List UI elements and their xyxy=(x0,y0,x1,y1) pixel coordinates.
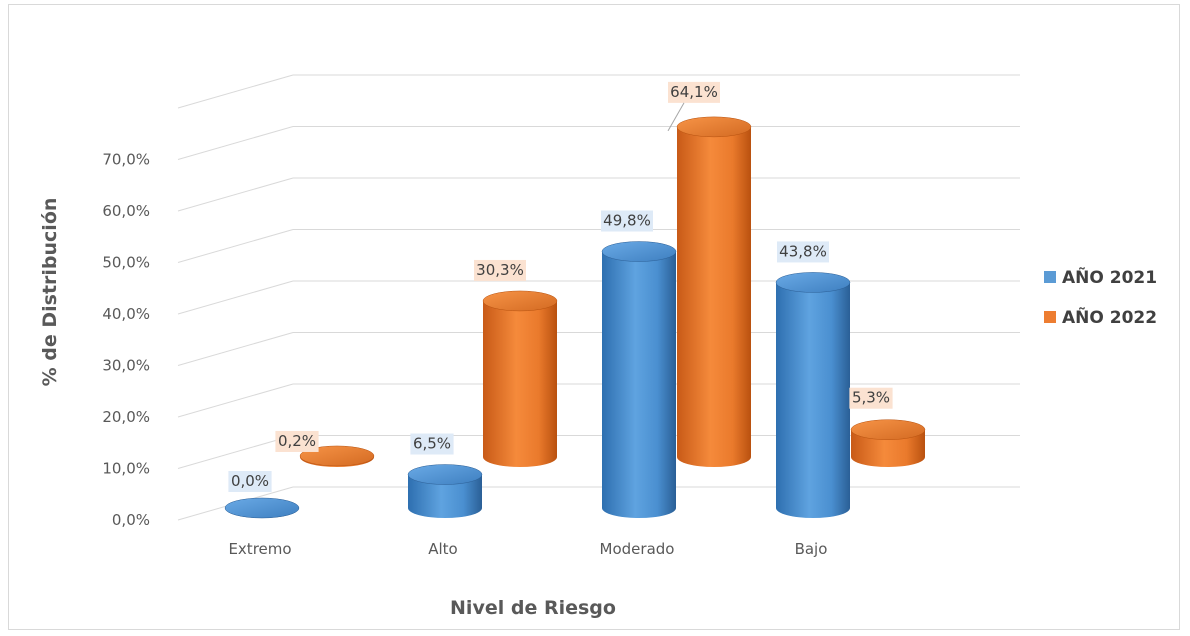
y-tick-label: 10,0% xyxy=(102,460,150,478)
bar-body xyxy=(408,474,482,518)
gridline-diagonal xyxy=(177,280,294,315)
bar-2021-moderado xyxy=(601,241,677,518)
gridline-diagonal xyxy=(177,177,294,212)
data-label: 49,8% xyxy=(601,210,653,232)
data-label: 6,5% xyxy=(410,433,454,455)
data-label-bg xyxy=(668,81,720,103)
x-tick-label: Alto xyxy=(428,540,458,558)
bar-body xyxy=(602,251,676,518)
y-tick-label: 0,0% xyxy=(112,511,150,529)
bar-2021-extremo xyxy=(224,497,300,519)
legend-entry: AÑO 2021 xyxy=(1062,265,1157,288)
data-label-text: 5,3% xyxy=(852,389,890,407)
data-label-text: 6,5% xyxy=(413,435,451,453)
data-label-bg xyxy=(601,210,653,232)
data-label-text: 30,3% xyxy=(476,261,524,279)
data-label: 0,0% xyxy=(228,471,272,492)
data-label: 30,3% xyxy=(474,259,526,281)
data-label-bg xyxy=(275,430,319,452)
data-label-text: 0,2% xyxy=(278,432,316,450)
gridline-diagonal xyxy=(177,383,294,418)
bar-top xyxy=(850,419,926,440)
bar-body xyxy=(776,282,850,518)
chart-frame xyxy=(8,4,1180,630)
data-label-bg xyxy=(777,241,829,263)
bar-2022-alto xyxy=(482,290,558,467)
legend-swatch xyxy=(1044,311,1056,323)
x-tick-label: Bajo xyxy=(795,540,828,558)
x-tick-label: Moderado xyxy=(600,540,675,558)
bars xyxy=(224,116,926,519)
x-axis-ticks: Extremo Alto Moderado Bajo xyxy=(228,540,827,558)
x-axis-title: Nivel de Riesgo xyxy=(450,597,616,619)
data-label-text: 64,1% xyxy=(670,83,718,101)
gridline-diagonal xyxy=(177,229,294,263)
y-tick-label: 60,0% xyxy=(102,202,150,220)
bar-top xyxy=(224,497,300,519)
legend: AÑO 2021 AÑO 2022 xyxy=(1044,265,1157,328)
bar-top xyxy=(482,290,558,312)
y-tick-label: 70,0% xyxy=(102,151,150,169)
bar-top xyxy=(676,116,752,138)
data-labels: 0,0% 6,5% 49,8% 43,8% 0,2% 30,3% 64,1% 5,3% xyxy=(228,81,893,492)
data-label-text: 49,8% xyxy=(603,212,651,230)
bar-body xyxy=(483,300,557,467)
data-label-bg xyxy=(474,259,526,281)
bar-body xyxy=(851,429,925,467)
gridline-diagonal xyxy=(177,126,294,160)
bar-2021-alto xyxy=(407,464,483,518)
bar-body xyxy=(677,126,751,467)
bar-top xyxy=(601,241,677,262)
y-tick-label: 30,0% xyxy=(102,357,150,375)
y-axis-title: % de Distribución xyxy=(39,198,61,387)
legend-entry: AÑO 2022 xyxy=(1062,305,1157,328)
data-label-bg xyxy=(410,433,454,455)
x-tick-label: Extremo xyxy=(228,540,291,558)
data-label: 0,2% xyxy=(275,430,319,452)
data-label-text: 0,0% xyxy=(231,472,269,490)
data-label-leader xyxy=(667,102,685,132)
bar-2022-bajo xyxy=(850,419,926,467)
legend-swatch xyxy=(1044,271,1056,283)
gridline-diagonal xyxy=(177,332,294,366)
y-tick-label: 20,0% xyxy=(102,408,150,426)
gridline-diagonal xyxy=(177,435,294,469)
bar-top xyxy=(775,272,851,293)
bar-2022-extremo xyxy=(299,445,375,467)
y-axis-ticks: 0,0% 10,0% 20,0% 30,0% 40,0% 50,0% 60,0% 70,0% xyxy=(102,151,150,530)
data-label-bg xyxy=(849,387,893,409)
bar-2022-moderado xyxy=(676,116,752,467)
y-tick-label: 50,0% xyxy=(102,254,150,272)
y-tick-label: 40,0% xyxy=(102,305,150,323)
data-label-bg xyxy=(228,471,272,492)
data-label: 64,1% xyxy=(667,81,720,132)
bar-2021-bajo xyxy=(775,272,851,518)
data-label: 5,3% xyxy=(849,387,893,409)
data-label-text: 43,8% xyxy=(779,242,827,260)
bar-top xyxy=(407,464,483,485)
data-label: 43,8% xyxy=(777,241,829,263)
gridline-diagonal xyxy=(177,74,294,109)
